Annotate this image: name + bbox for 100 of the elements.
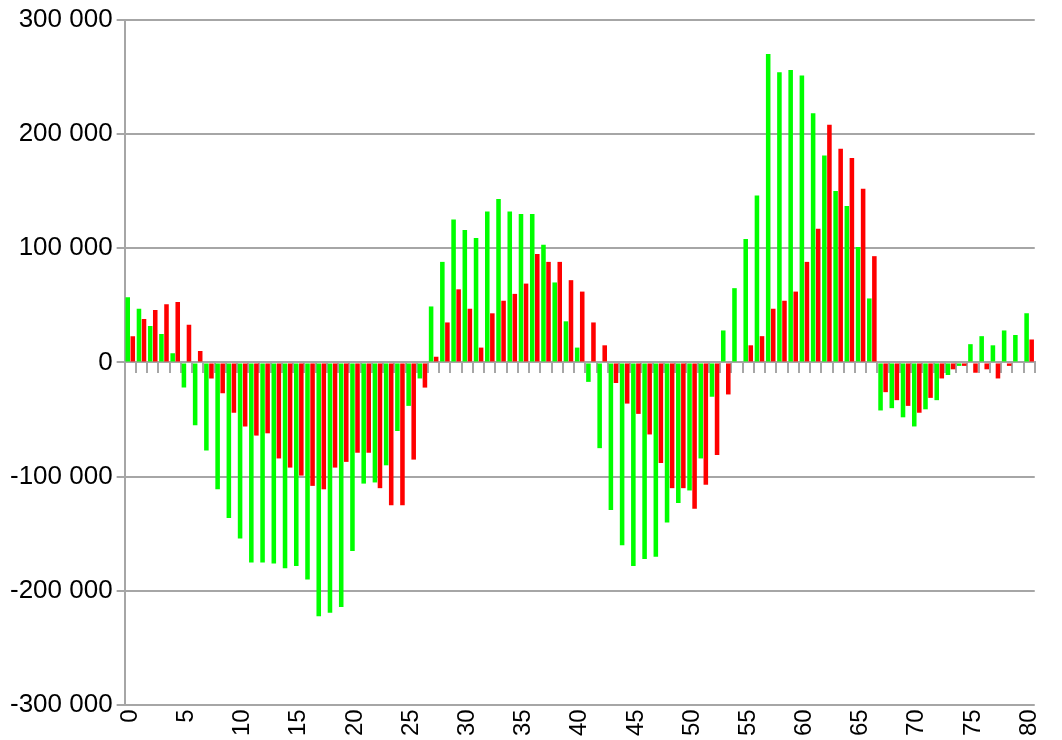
bar — [732, 288, 737, 362]
bar — [602, 345, 607, 362]
bar — [400, 363, 405, 506]
bar — [159, 333, 164, 362]
bar — [181, 363, 187, 388]
bar — [445, 322, 450, 362]
bar — [770, 308, 776, 362]
bar — [125, 297, 131, 362]
bar — [557, 261, 563, 362]
bar — [215, 363, 220, 490]
bar — [249, 363, 254, 563]
bar — [1029, 339, 1034, 362]
bar — [579, 291, 585, 362]
y-tick-label: -100 000 — [9, 459, 113, 490]
x-tick-label: 10 — [227, 709, 255, 737]
bar — [350, 363, 355, 552]
bar — [692, 363, 697, 509]
x-tick-label: 50 — [676, 709, 704, 737]
bar — [681, 363, 686, 489]
bar — [299, 363, 304, 476]
y-tick-label: 0 — [98, 345, 113, 376]
bar — [793, 291, 798, 362]
bar — [676, 363, 681, 504]
bar — [833, 191, 838, 362]
bar — [928, 363, 933, 398]
bar — [911, 363, 917, 427]
x-tick-label: 60 — [789, 709, 817, 737]
bar — [597, 363, 602, 449]
bar — [720, 330, 726, 362]
bar — [698, 363, 704, 459]
bar — [164, 304, 169, 362]
bar — [355, 363, 360, 453]
bar — [945, 363, 951, 376]
x-tick-label: 75 — [957, 709, 985, 737]
bar — [743, 239, 748, 362]
bar — [709, 363, 715, 397]
bar — [361, 363, 366, 484]
bar — [411, 363, 416, 460]
bar — [647, 363, 652, 435]
bar — [265, 363, 270, 434]
bar — [496, 199, 501, 362]
bar — [624, 363, 630, 404]
bar — [878, 363, 883, 411]
bar — [529, 213, 535, 362]
x-tick-label: 35 — [508, 709, 536, 737]
bar — [220, 363, 225, 394]
x-tick-label: 65 — [845, 709, 873, 737]
bar — [591, 322, 596, 362]
x-tick-label: 40 — [564, 709, 592, 737]
bar — [822, 155, 827, 362]
bar — [917, 363, 922, 413]
x-tick-label: 25 — [395, 709, 423, 737]
bar — [883, 363, 888, 393]
bar — [310, 363, 315, 486]
bar — [642, 363, 647, 560]
y-tick-label: -200 000 — [9, 574, 113, 605]
x-tick-label: 45 — [620, 709, 648, 737]
bar — [552, 282, 557, 362]
bar — [451, 219, 456, 362]
x-tick-label: 20 — [339, 709, 367, 737]
bar — [395, 363, 400, 432]
bar — [961, 363, 967, 366]
bar — [152, 309, 158, 362]
bar — [984, 363, 989, 370]
bar — [1024, 313, 1029, 362]
bar — [782, 300, 787, 362]
bar — [613, 363, 619, 384]
bar — [934, 363, 939, 401]
bar — [366, 363, 372, 453]
bar — [422, 363, 428, 388]
x-tick-label: 0 — [114, 709, 142, 723]
bar — [687, 363, 692, 491]
y-tick-label: 300 000 — [18, 2, 113, 33]
bar — [456, 289, 461, 362]
bar — [748, 345, 754, 362]
x-tick-label: 5 — [171, 709, 199, 723]
x-tick-label: 70 — [901, 709, 929, 737]
bar — [546, 261, 551, 362]
bar — [636, 363, 641, 414]
bar — [979, 336, 984, 362]
x-tick-label: 15 — [283, 709, 311, 737]
y-tick-label: -300 000 — [9, 688, 113, 719]
bar — [541, 244, 546, 362]
bar — [490, 313, 495, 362]
bar — [344, 363, 349, 462]
bar — [973, 363, 978, 373]
bar — [827, 124, 832, 362]
bar — [209, 363, 214, 379]
bar — [305, 363, 310, 580]
bar — [867, 298, 872, 362]
y-tick-label: 100 000 — [18, 231, 113, 262]
bar — [170, 353, 175, 362]
bar — [254, 363, 259, 436]
x-tick-label: 80 — [1013, 709, 1041, 737]
bar — [956, 363, 962, 366]
bar — [535, 253, 540, 362]
bar — [485, 211, 490, 362]
bar — [923, 363, 928, 410]
bar — [294, 363, 299, 566]
bar — [1013, 335, 1018, 362]
